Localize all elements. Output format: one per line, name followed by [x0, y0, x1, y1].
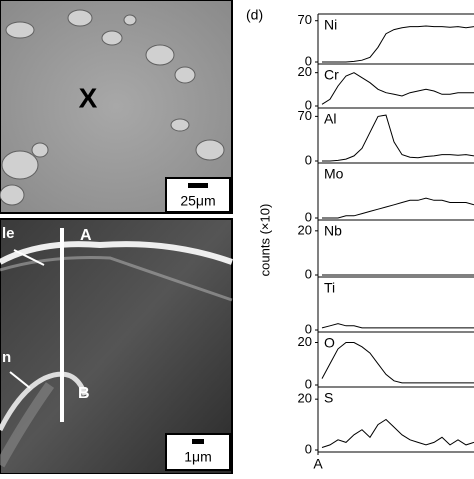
line-trace: [321, 418, 474, 448]
y-tick-label: 0: [305, 376, 312, 391]
line-trace: [321, 72, 474, 105]
feature-label: le: [2, 225, 15, 242]
feature-label: n: [2, 349, 11, 366]
element-label: Nb: [324, 223, 342, 239]
element-label: Al: [324, 111, 336, 127]
line-trace: [321, 323, 474, 329]
y-tick-label: 0: [305, 266, 312, 281]
y-tick-label: 20: [298, 64, 312, 79]
y-tick-label: 0: [305, 53, 312, 68]
element-label: Ti: [324, 280, 335, 296]
scale-label: 1μm: [184, 449, 212, 465]
element-label: S: [324, 390, 333, 406]
element-label: Ni: [324, 17, 337, 33]
sem-image-top: X 25μm: [0, 0, 233, 214]
y-tick-label: 0: [305, 441, 312, 456]
point-label: B: [78, 385, 90, 402]
y-tick-label: 0: [305, 321, 312, 336]
line-trace: [322, 197, 474, 219]
panel-label: (d): [246, 7, 263, 23]
y-tick-label: 20: [298, 391, 312, 406]
y-tick-label: 0: [305, 209, 312, 224]
y-tick-label: 20: [298, 334, 312, 349]
scale-label: 25μm: [180, 193, 215, 209]
point-label: A: [80, 227, 92, 244]
marker-label: X: [79, 82, 98, 113]
sem-image-bottom: le A n B 1μm: [0, 218, 234, 475]
y-tick-label: 70: [298, 12, 312, 27]
y-tick-label: 0: [305, 97, 312, 112]
element-label: Cr: [324, 67, 339, 83]
element-label: Mo: [324, 166, 344, 182]
x-axis-label: A: [313, 456, 323, 472]
line-trace: [322, 114, 474, 162]
y-axis-label: counts (×10): [257, 204, 272, 277]
element-label: O: [324, 335, 335, 351]
line-trace: [321, 342, 474, 384]
y-tick-label: 0: [305, 152, 312, 167]
y-tick-label: 70: [298, 108, 312, 123]
y-tick-label: 20: [298, 222, 312, 237]
line-trace: [322, 25, 474, 63]
